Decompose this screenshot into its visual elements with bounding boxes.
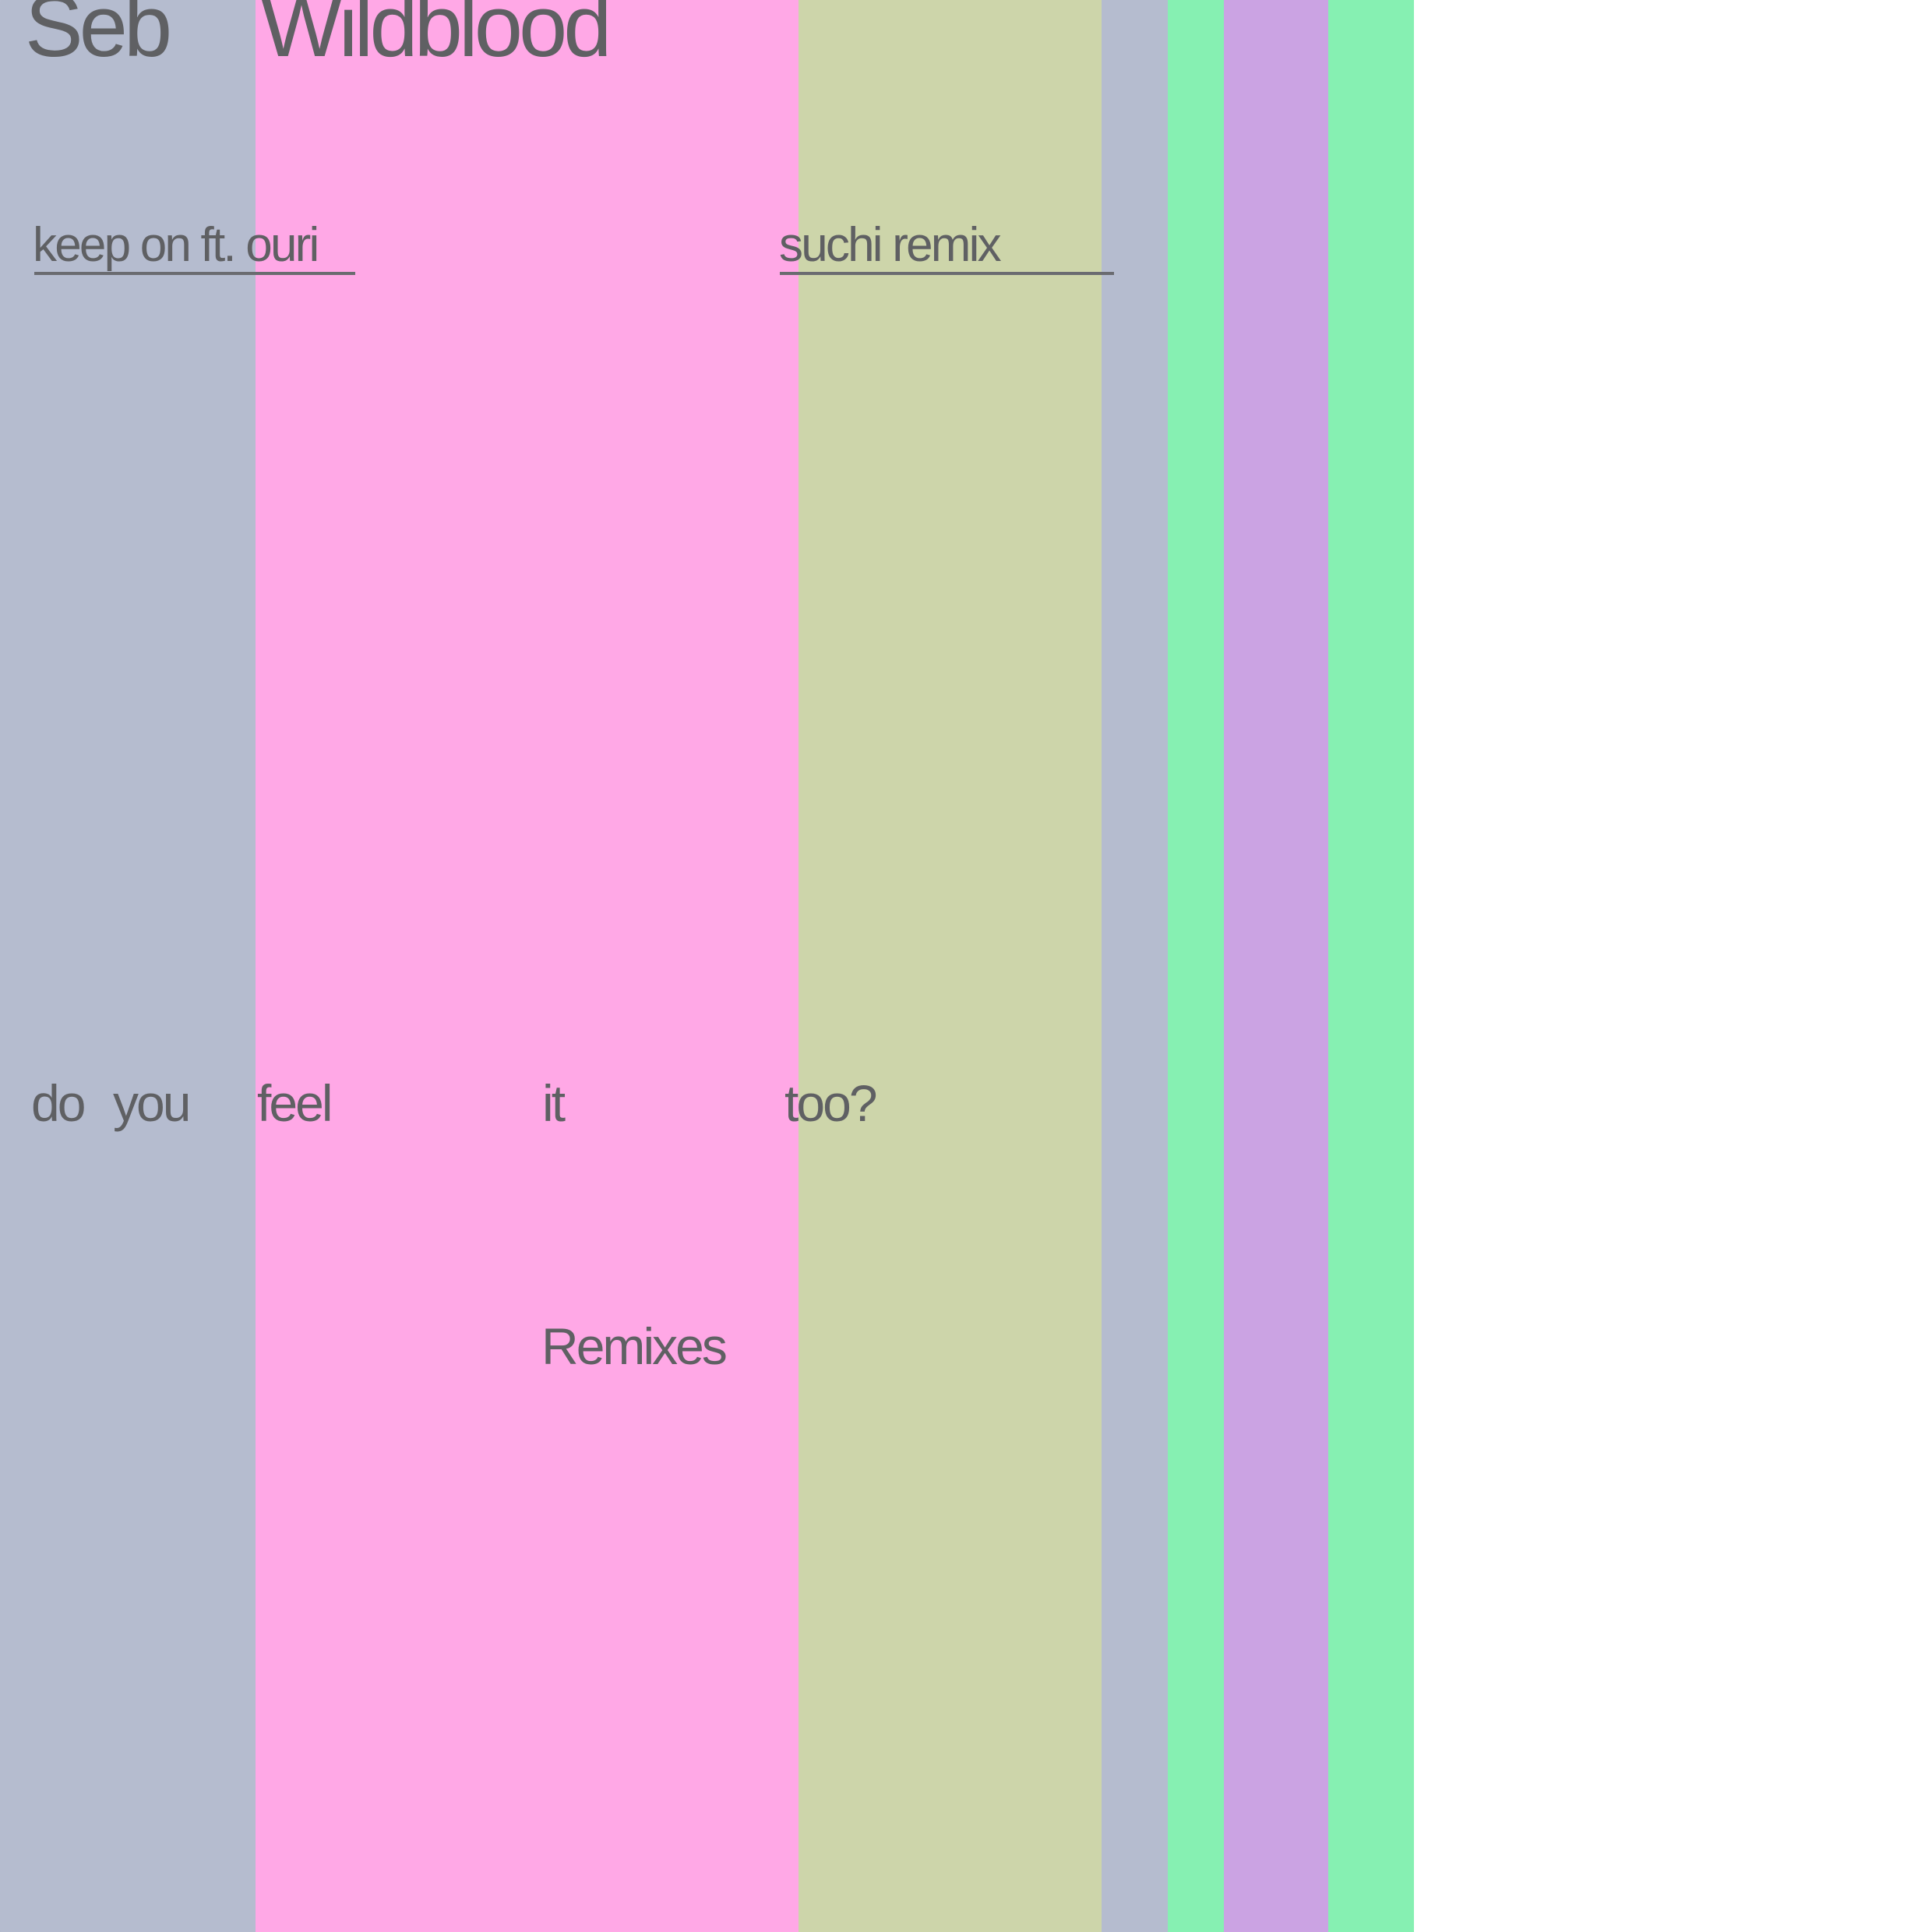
track-suchi-remix-underline (780, 272, 1114, 275)
track-keep-on-underline (34, 272, 355, 275)
title-word-it: it (542, 1074, 566, 1132)
track-keep-on: keep on ft. ouri (33, 218, 319, 272)
stripe-mint-1 (1168, 0, 1224, 1932)
title-word-do: do (31, 1074, 86, 1132)
subtitle-remixes: Remixes (541, 1317, 728, 1375)
title-word-feel: feel (257, 1074, 333, 1132)
stripe-khaki (799, 0, 1102, 1932)
stripe-blue-grey-2 (1102, 0, 1168, 1932)
stripe-lavender (1224, 0, 1328, 1932)
artist-last-name: Wildblood (260, 0, 612, 75)
stripe-blue-grey-1 (0, 0, 256, 1932)
track-suchi-remix: suchi remix (779, 218, 1002, 272)
stripe-mint-2 (1328, 0, 1414, 1932)
stripe-pink (256, 0, 799, 1932)
artist-first-name: Seb (25, 0, 172, 75)
title-word-too: too? (784, 1074, 878, 1132)
title-word-you: you (113, 1074, 191, 1132)
